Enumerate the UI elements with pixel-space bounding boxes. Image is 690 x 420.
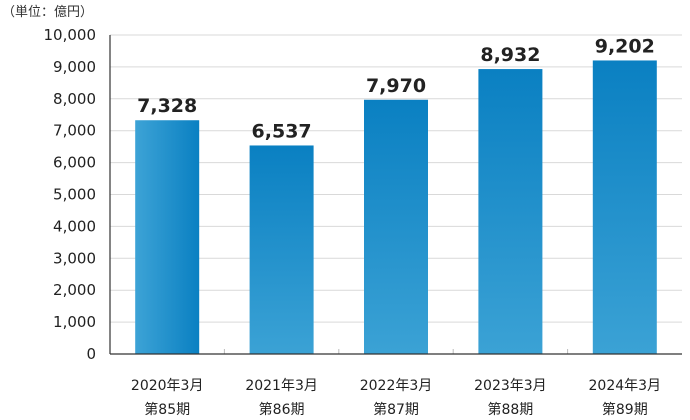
category-label-year-1: 2020年3月 [131,378,204,394]
category-label-year-3: 2022年3月 [360,378,433,394]
y-tick-label-5000: 5,000 [53,186,96,204]
value-label-3: 7,970 [366,75,426,97]
y-tick-label-0: 0 [86,345,96,363]
unit-label: （単位：億円） [2,4,93,20]
y-tick-label-3000: 3,000 [53,249,96,267]
category-label-period-2: 第86期 [259,401,305,418]
y-tick-label-9000: 9,000 [53,58,96,76]
y-tick-label-7000: 7,000 [53,122,96,140]
bar-1 [135,120,200,354]
axes [109,35,682,355]
y-tick-label-4000: 4,000 [53,217,96,235]
category-label-period-5: 第89期 [602,401,648,418]
bar-5 [592,60,657,354]
category-label-year-2: 2021年3月 [245,378,318,394]
value-label-4: 8,932 [480,44,540,66]
category-label-period-4: 第88期 [487,401,533,418]
value-labels: 7,328 6,537 7,970 8,932 9,202 [137,35,655,142]
category-label-period-3: 第87期 [373,401,419,418]
y-axis-tick-labels: 0 1,000 2,000 3,000 4,000 5,000 6,000 7,000 8,00… [44,26,97,363]
value-label-5: 9,202 [595,35,655,57]
y-tick-label-6000: 6,000 [53,154,96,172]
value-label-1: 7,328 [137,95,197,117]
bar-3 [364,99,428,355]
y-tick-label-10000: 10,000 [44,26,97,44]
category-label-period-1: 第85期 [144,401,190,418]
value-label-2: 6,537 [252,120,312,142]
y-tick-label-8000: 8,000 [53,90,96,108]
category-label-year-4: 2023年3月 [474,378,547,394]
bar-4 [478,69,543,354]
bar-2 [249,145,314,354]
y-tick-label-1000: 1,000 [53,313,96,331]
y-tick-label-2000: 2,000 [53,281,96,299]
category-label-year-5: 2024年3月 [589,378,662,394]
bars [135,60,657,355]
